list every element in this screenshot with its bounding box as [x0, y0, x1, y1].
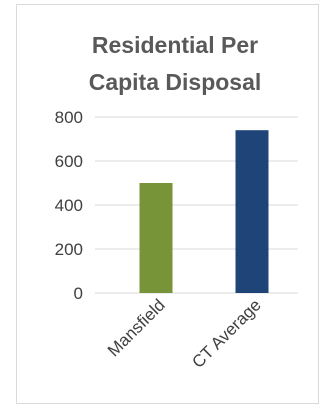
bar-ct-average — [235, 130, 269, 293]
y-tick-label-0: 0 — [74, 284, 83, 303]
chart-title-line-2: Capita Disposal — [89, 69, 262, 95]
bar-mansfield — [139, 183, 173, 293]
chart-title: Residential Per Capita Disposal — [89, 32, 262, 95]
y-tick-label-400: 400 — [55, 196, 83, 215]
bars — [139, 130, 269, 293]
y-tick-label-600: 600 — [55, 152, 83, 171]
category-labels: Mansfield CT Average — [104, 295, 265, 371]
y-tick-label-800: 800 — [55, 108, 83, 127]
chart-title-line-1: Residential Per — [92, 32, 258, 58]
y-axis-tick-labels: 0 200 400 600 800 — [55, 108, 83, 303]
category-label-mansfield: Mansfield — [104, 295, 169, 360]
y-tick-label-200: 200 — [55, 240, 83, 259]
category-label-ct-average: CT Average — [188, 295, 264, 371]
